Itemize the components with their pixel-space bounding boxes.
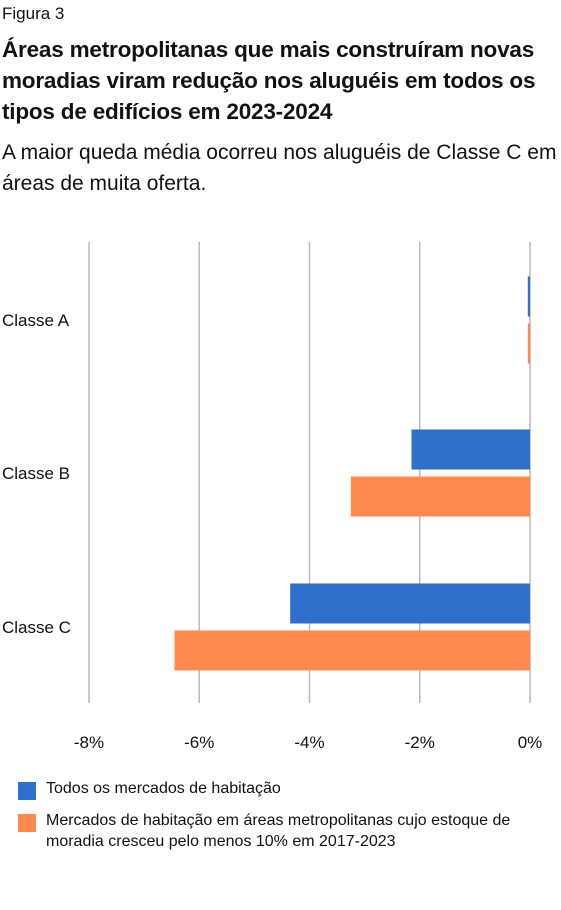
- legend-swatch-blue: [18, 782, 36, 800]
- category-labels: Classe A Classe B Classe C: [2, 311, 71, 637]
- chart-subtitle: A maior queda média ocorreu nos aluguéis…: [2, 141, 557, 195]
- bar-high-supply: [527, 323, 530, 364]
- legend-label: Mercados de habitação em áreas metropoli…: [46, 812, 511, 850]
- bars: [174, 276, 530, 671]
- category-label: Classe B: [2, 464, 70, 483]
- x-tick-label: -2%: [405, 733, 435, 752]
- bar-all-markets: [411, 429, 530, 470]
- legend-item-all-markets: Todos os mercados de habitação: [18, 778, 548, 800]
- figure-label: Figura 3: [2, 4, 65, 23]
- bar-chart: Classe A Classe B Classe C -8% -6% -4% -2% 0%: [2, 242, 542, 752]
- legend: Todos os mercados de habitação Mercados …: [18, 778, 548, 862]
- legend-swatch-orange: [18, 814, 36, 832]
- bar-all-markets: [527, 276, 530, 317]
- x-tick-label: -4%: [294, 733, 324, 752]
- bar-high-supply: [174, 630, 530, 671]
- x-axis-ticks: -8% -6% -4% -2% 0%: [74, 733, 542, 752]
- legend-label: Todos os mercados de habitação: [46, 780, 281, 797]
- legend-item-high-supply-markets: Mercados de habitação em áreas metropoli…: [18, 810, 548, 852]
- category-label: Classe C: [2, 618, 71, 637]
- category-label: Classe A: [2, 311, 70, 330]
- bar-high-supply: [350, 476, 530, 517]
- gridlines: [88, 242, 531, 703]
- x-tick-label: -6%: [184, 733, 214, 752]
- bar-all-markets: [290, 583, 530, 624]
- x-tick-label: -8%: [74, 733, 104, 752]
- x-tick-label: 0%: [518, 733, 543, 752]
- chart-title: Áreas metropolitanas que mais construíra…: [2, 37, 536, 124]
